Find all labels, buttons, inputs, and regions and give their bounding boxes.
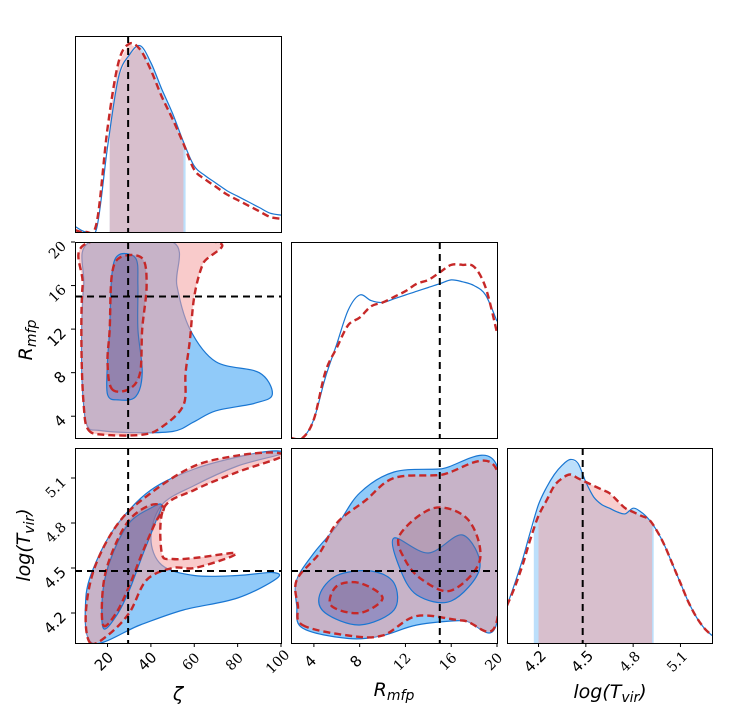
marginal-3-blue-line [507,458,712,636]
panel-frame [75,36,282,233]
joint-panel-3 [291,448,497,643]
panel-frame [507,448,713,644]
y-tick-label: 4 [50,411,69,430]
x-axis-label-zeta: ζ [172,683,185,705]
joint-3-red-inner-line [328,580,384,615]
marginal-1-red-line [75,41,281,232]
panel-frame [291,448,498,644]
marginal-1-blue-line [75,44,281,232]
x-axis-label-rmfp: Rmfp [374,679,415,704]
y-tick-label: 20 [46,239,70,263]
joint-2-red-outer-fill [85,452,281,643]
x-tick-label: 20 [91,648,117,674]
marginal-3-red-interval [538,474,653,643]
x-tick-label: 80 [223,650,247,674]
joint-3-red-outer-fill [295,460,497,638]
y-tick-label: 8 [50,368,69,387]
y-tick-label: 4.5 [40,563,70,593]
x-tick-label: 20 [482,650,506,674]
joint-1-red-inner-fill [107,254,147,392]
joint-2-red-inner-fill [101,504,164,627]
marginal-panel-3 [507,448,712,643]
marginal-panel-2 [291,242,497,438]
joint-1-red-outer-fill [78,242,223,436]
x-tick-label: 4 [301,652,320,671]
x-tick-label: 100 [263,647,293,677]
y-tick-label: 16 [46,282,70,306]
marginal-panel-1 [75,36,281,232]
x-tick-label: 12 [391,650,415,674]
marginal-3-red-line [507,473,712,637]
joint-panel-2 [75,448,281,643]
y-axis-label-tvir: log(Tvir) [13,508,38,581]
marginal-2-blue-line [291,279,497,438]
x-tick-label: 5.1 [664,649,691,676]
x-tick-label: 40 [134,648,160,674]
panel-frame [291,242,498,439]
x-tick-label: 16 [436,650,460,674]
joint-2-red-inner-line [100,503,166,628]
x-tick-label: 4.8 [617,649,644,676]
joint-3-red-outer-line [294,459,497,639]
joint-panel-1 [75,242,281,438]
panel-frame [75,242,282,439]
y-tick-label: 5.1 [43,475,70,502]
x-tick-label: 60 [179,650,203,674]
x-axis-label-tvir: log(Tvir) [573,681,646,706]
panel-frame [75,448,282,644]
joint-3-blue-inner [318,569,399,626]
y-axis-label-rmfp: Rmfp [15,320,40,361]
y-tick-label: 4.8 [43,520,70,547]
y-tick-label: 12 [44,324,70,350]
x-tick-label: 4.2 [520,647,550,677]
joint-1-red-inner-line [106,253,148,393]
x-tick-label: 8 [346,652,365,671]
marginal-2-red-line [291,263,497,438]
joint-2-red-outer-line [84,451,281,643]
x-tick-label: 4.5 [568,647,598,677]
joint-3-red-inner-2-line [396,506,482,593]
y-tick-label: 4.2 [40,608,70,638]
joint-1-red-outer-line [77,242,224,437]
joint-3-red-inner-fill [329,582,383,614]
marginal-1-red-interval [109,44,184,232]
